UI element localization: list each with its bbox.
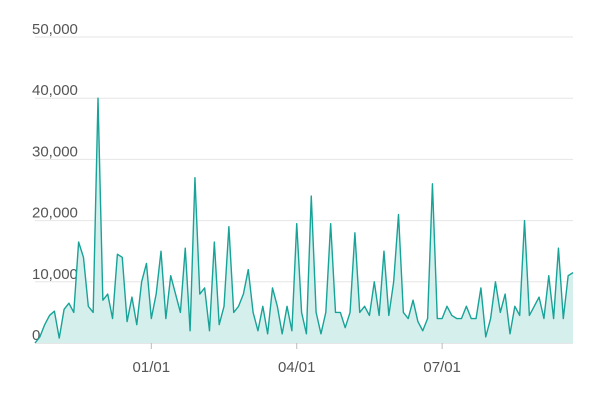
x-tick-label: 01/01 [133, 359, 171, 376]
y-tick-label: 0 [32, 327, 40, 344]
x-tick-label: 04/01 [278, 359, 316, 376]
x-tick-label: 07/01 [423, 359, 461, 376]
area [35, 98, 573, 343]
y-tick-label: 40,000 [32, 82, 78, 99]
y-tick-label: 30,000 [32, 143, 78, 160]
line [34, 97, 574, 344]
y-tick-label: 20,000 [32, 205, 78, 222]
y-tick-label: 10,000 [32, 266, 78, 283]
y-tick-label: 50,000 [32, 21, 78, 38]
